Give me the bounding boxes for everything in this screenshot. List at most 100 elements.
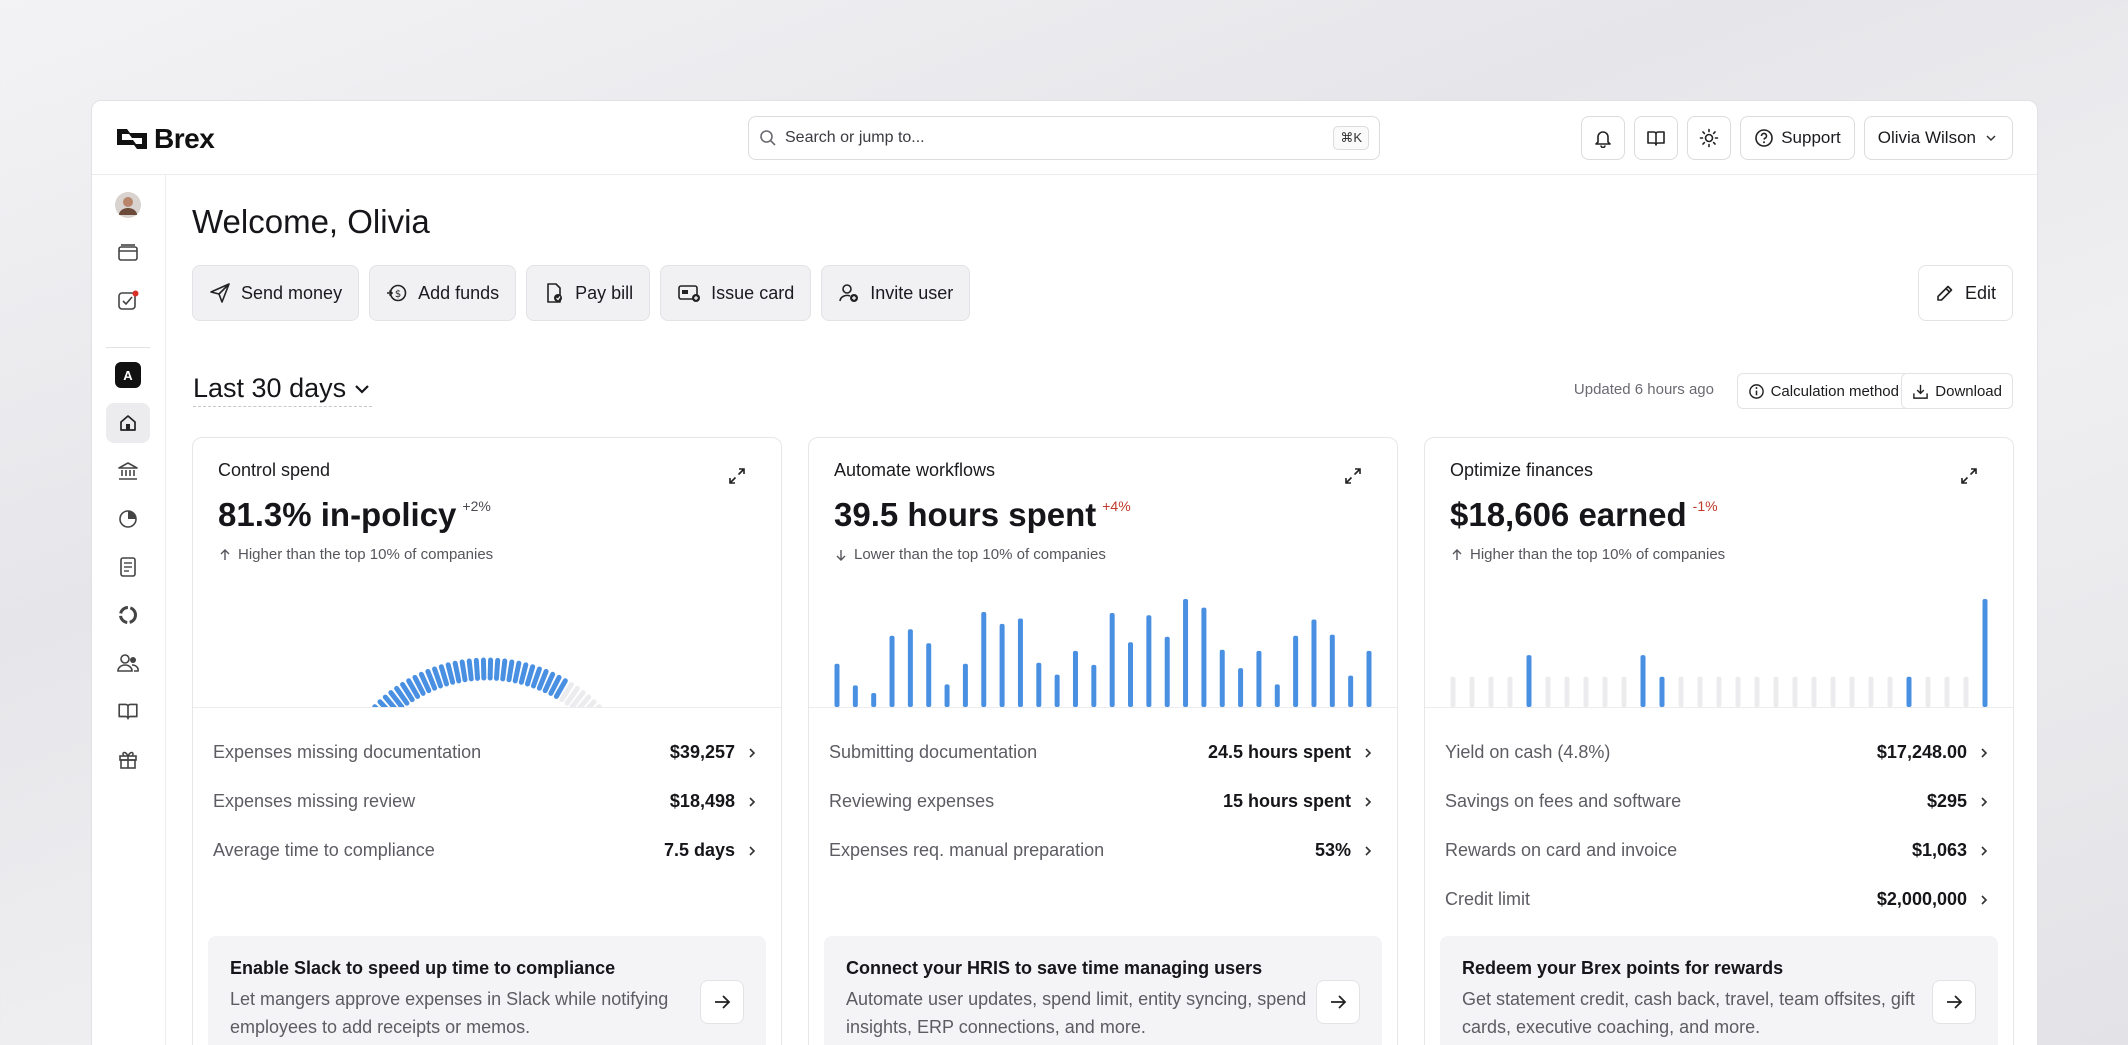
- invite-user-button[interactable]: Invite user: [821, 265, 971, 321]
- issue-card-button[interactable]: Issue card: [660, 265, 812, 321]
- main-content: Welcome, Olivia Send money $ Add funds: [166, 175, 2037, 1045]
- chevron-right-icon: [1981, 747, 1988, 758]
- gauge-tick: [432, 666, 444, 689]
- metric-row[interactable]: Average time to compliance 7.5 days: [213, 826, 759, 875]
- metric-row[interactable]: Rewards on card and invoice $1,063: [1445, 826, 1991, 875]
- metric-row[interactable]: Savings on fees and software $295: [1445, 777, 1991, 826]
- gauge-tick: [382, 694, 398, 708]
- hris-promo: Connect your HRIS to save time managing …: [824, 936, 1382, 1045]
- sidebar-item-budgets[interactable]: [106, 499, 150, 539]
- metric-row[interactable]: Reviewing expenses 15 hours spent: [829, 777, 1375, 826]
- calculation-method-button[interactable]: Calculation method: [1736, 373, 1910, 409]
- search-placeholder: Search or jump to...: [785, 129, 925, 146]
- promo-arrow-button[interactable]: [700, 980, 744, 1024]
- card-title: Automate workflows: [834, 460, 996, 480]
- chart-bar: [1091, 664, 1097, 707]
- add-funds-button[interactable]: $ Add funds: [369, 265, 517, 321]
- chevron-right-icon: [1981, 845, 1988, 856]
- tasks-icon: [118, 290, 139, 310]
- row-label: Expenses missing review: [213, 791, 416, 811]
- finance-bar-chart: [1450, 599, 1988, 707]
- issue-card-label: Issue card: [711, 282, 795, 303]
- sidebar-avatar[interactable]: [106, 185, 150, 225]
- support-button[interactable]: Support: [1740, 116, 1855, 160]
- sidebar-item-team[interactable]: [106, 643, 150, 683]
- pay-bill-label: Pay bill: [575, 282, 634, 303]
- gauge-tick: [536, 668, 549, 691]
- sidebar-item-tasks[interactable]: [106, 281, 150, 321]
- edit-button[interactable]: Edit: [1917, 265, 2013, 321]
- expand-icon[interactable]: [727, 466, 747, 486]
- automate-workflows-card: Automate workflows 39.5 hours spent +4% …: [808, 437, 1398, 1045]
- card-metric: 39.5 hours spent +4%: [834, 496, 1131, 534]
- period-selector[interactable]: Last 30 days: [193, 373, 373, 407]
- chevron-right-icon: [1365, 845, 1372, 856]
- send-money-button[interactable]: Send money: [192, 265, 360, 321]
- arrow-right-icon: [715, 995, 731, 1009]
- sidebar-item-bills[interactable]: [106, 547, 150, 587]
- promo-arrow-button[interactable]: [1932, 980, 1976, 1024]
- gauge-tick: [548, 674, 562, 696]
- add-funds-icon: $: [387, 284, 407, 302]
- chart-bar: [1507, 676, 1513, 707]
- chart-bar: [1792, 676, 1798, 707]
- search-icon: [760, 130, 776, 146]
- theme-button[interactable]: [1687, 116, 1732, 160]
- brex-logo[interactable]: Brex: [116, 123, 215, 155]
- gauge-tick: [553, 678, 568, 699]
- notifications-button[interactable]: [1581, 116, 1626, 160]
- chart-bar: [1274, 684, 1280, 707]
- sidebar-item-guides[interactable]: [106, 691, 150, 731]
- chart-bar: [1849, 676, 1855, 707]
- chart-bar: [1109, 613, 1115, 707]
- metric-row[interactable]: Credit limit $2,000,000: [1445, 875, 1991, 924]
- sidebar-item-home[interactable]: [106, 403, 150, 443]
- gauge-tick: [400, 681, 415, 703]
- expand-icon[interactable]: [1959, 466, 1979, 486]
- gauge-tick: [512, 660, 522, 684]
- chart-bar: [1450, 676, 1456, 707]
- metric-delta: -1%: [1692, 498, 1718, 514]
- chart-bar: [889, 635, 895, 707]
- promo-title: Enable Slack to speed up time to complia…: [230, 958, 616, 978]
- pay-bill-button[interactable]: Pay bill: [526, 265, 651, 321]
- user-menu[interactable]: Olivia Wilson: [1863, 116, 2013, 160]
- svg-text:$: $: [395, 289, 401, 300]
- sidebar-workspace[interactable]: A: [106, 355, 150, 395]
- chart-bar: [1678, 676, 1684, 707]
- row-label: Submitting documentation: [829, 742, 1038, 762]
- guides-button[interactable]: [1634, 116, 1679, 160]
- metric-row[interactable]: Expenses missing documentation $39,257: [213, 728, 759, 777]
- arrow-right-icon: [1947, 995, 1963, 1009]
- book-icon: [1647, 131, 1666, 146]
- sidebar-item-rewards[interactable]: [106, 739, 150, 779]
- chart-bar: [1602, 676, 1608, 707]
- metric-row[interactable]: Yield on cash (4.8%) $17,248.00: [1445, 728, 1991, 777]
- chart-bar: [1906, 676, 1912, 707]
- chart-bar: [1564, 676, 1570, 707]
- metric-row[interactable]: Expenses req. manual preparation 53%: [829, 826, 1375, 875]
- gauge-tick: [445, 662, 456, 685]
- budget-icon: [119, 510, 137, 528]
- chevron-right-icon: [749, 796, 756, 807]
- row-value: $1,063: [1911, 840, 1967, 860]
- promo-text: Get statement credit, cash back, travel,…: [1462, 989, 1915, 1037]
- chart-bar: [834, 663, 840, 707]
- chart-bar: [1469, 676, 1475, 707]
- expand-icon[interactable]: [1343, 466, 1363, 486]
- metric-row[interactable]: Submitting documentation 24.5 hours spent: [829, 728, 1375, 777]
- chart-bar: [1366, 650, 1372, 707]
- metric-row[interactable]: Expenses missing review $18,498: [213, 777, 759, 826]
- promo-arrow-button[interactable]: [1316, 980, 1360, 1024]
- sidebar-item-integrations[interactable]: [106, 595, 150, 635]
- sidebar-item-banking[interactable]: [106, 451, 150, 491]
- compliance-gauge: [372, 657, 602, 708]
- logo-text: Brex: [154, 123, 215, 154]
- app-window: Brex Search or jump to... ⌘K: [91, 100, 2038, 1045]
- search-input[interactable]: Search or jump to... ⌘K: [748, 116, 1380, 160]
- gauge-tick: [506, 659, 515, 683]
- search-shortcut: ⌘K: [1333, 126, 1369, 150]
- sidebar-item-cards[interactable]: [106, 233, 150, 273]
- download-button[interactable]: Download: [1901, 373, 2013, 409]
- promo-text: Let mangers approve expenses in Slack wh…: [230, 989, 669, 1037]
